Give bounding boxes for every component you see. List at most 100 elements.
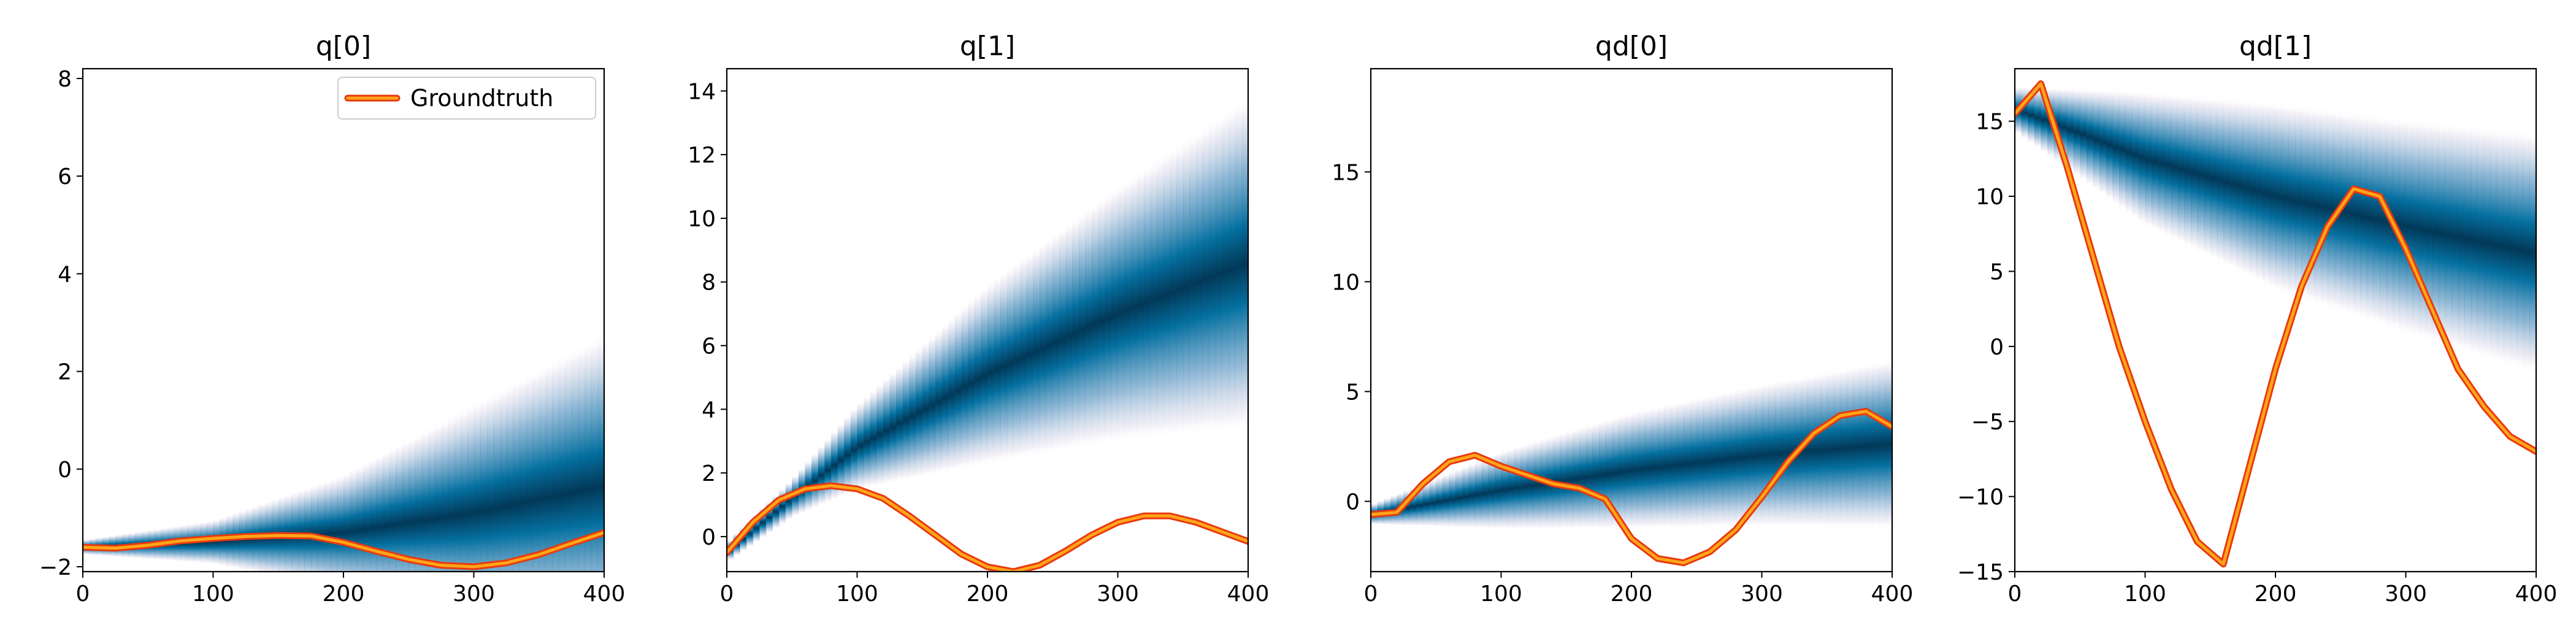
density-column [1736, 388, 1743, 529]
density-column [837, 423, 845, 497]
density-column [2236, 99, 2244, 274]
density-column [2164, 93, 2172, 238]
density-column [935, 329, 943, 475]
density-column [968, 298, 975, 469]
density-column [1436, 476, 1443, 527]
density-column [2086, 88, 2094, 186]
density-column [1520, 443, 1528, 530]
y-tick-label: 0 [1990, 335, 2004, 360]
density-column [1423, 481, 1430, 527]
density-column [1494, 452, 1502, 530]
density-column [1560, 432, 1567, 530]
density-column [1664, 403, 1671, 529]
density-column [2471, 125, 2478, 356]
density-column [1130, 174, 1138, 442]
density-column [1873, 361, 1880, 530]
density-column [1144, 164, 1151, 440]
density-column [2328, 109, 2335, 310]
density-column [200, 521, 207, 564]
density-column [526, 373, 533, 572]
density-column [2503, 128, 2511, 366]
x-tick-label: 300 [453, 581, 495, 607]
density-column [434, 423, 442, 572]
density-column [1046, 236, 1054, 454]
density-column [1196, 129, 1203, 435]
density-column [473, 401, 481, 572]
density-column [2380, 115, 2387, 327]
density-column [2438, 121, 2446, 346]
groundtruth-series [83, 529, 604, 570]
density-column [1111, 187, 1119, 443]
density-column [2204, 96, 2211, 258]
legend-box [337, 77, 596, 120]
density-column [2152, 92, 2159, 231]
density-column [850, 408, 858, 492]
density-column [1157, 156, 1164, 439]
y-tick-label: 2 [58, 360, 72, 385]
x-tick-label: 200 [967, 581, 1009, 607]
density-column [1170, 147, 1177, 437]
density-column [461, 408, 468, 572]
density-column [1742, 386, 1750, 528]
y-tick-label: −2 [39, 555, 72, 580]
density-column [1475, 460, 1482, 529]
groundtruth-series [1371, 408, 1892, 567]
density-column [1592, 422, 1600, 530]
density-column [415, 433, 423, 572]
x-tick-label: 100 [836, 581, 878, 607]
x-tick-label: 200 [323, 581, 365, 607]
density-column [1618, 414, 1626, 530]
density-column [2145, 91, 2152, 228]
density-column [2340, 110, 2348, 314]
density-column [2282, 102, 2290, 294]
density-column [362, 461, 370, 572]
x-tick-label: 400 [1227, 581, 1270, 607]
y-tick-label: −5 [1971, 410, 2004, 435]
density-column [2490, 127, 2498, 362]
density-column [1176, 142, 1184, 437]
density-column [1612, 416, 1619, 530]
density-column [226, 514, 234, 568]
density-column [1229, 107, 1236, 432]
density-column [2418, 120, 2426, 340]
density-column [2125, 90, 2133, 215]
density-column [1488, 454, 1495, 530]
density-column [2353, 112, 2361, 318]
density-column [213, 519, 220, 565]
y-tick-label: 6 [58, 164, 72, 190]
y-tick-label: −10 [1957, 485, 2004, 510]
density-column [974, 293, 982, 467]
density-column [753, 514, 760, 542]
density-column [2197, 95, 2204, 254]
density-column [2184, 94, 2191, 248]
y-tick-label: 0 [58, 458, 72, 483]
density-column [2099, 89, 2107, 196]
density-column [1072, 217, 1079, 450]
density-column [1105, 192, 1112, 445]
density-column [1853, 365, 1860, 529]
density-column [1807, 374, 1815, 529]
density-column [1209, 120, 1216, 434]
groundtruth-series [2015, 80, 2536, 568]
density-column [2425, 120, 2432, 342]
y-tick-label: 6 [702, 334, 716, 359]
density-column [1833, 369, 1841, 529]
density-column [1631, 410, 1639, 530]
density-column [1801, 375, 1808, 529]
density-column [1859, 364, 1867, 530]
density-column [2366, 113, 2374, 323]
x-tick-label: 200 [2255, 581, 2297, 607]
density-column [883, 377, 891, 485]
density-column [2158, 92, 2166, 235]
density-column [2106, 90, 2114, 200]
density-column [408, 437, 416, 572]
density-column [2028, 86, 2035, 144]
density-column [2060, 88, 2068, 167]
density-column [591, 337, 599, 572]
density-column [2171, 93, 2179, 241]
density-column [1092, 202, 1099, 447]
density-column [220, 516, 227, 567]
density-column [876, 383, 884, 486]
density-column [1846, 366, 1854, 529]
density-column [597, 334, 604, 572]
